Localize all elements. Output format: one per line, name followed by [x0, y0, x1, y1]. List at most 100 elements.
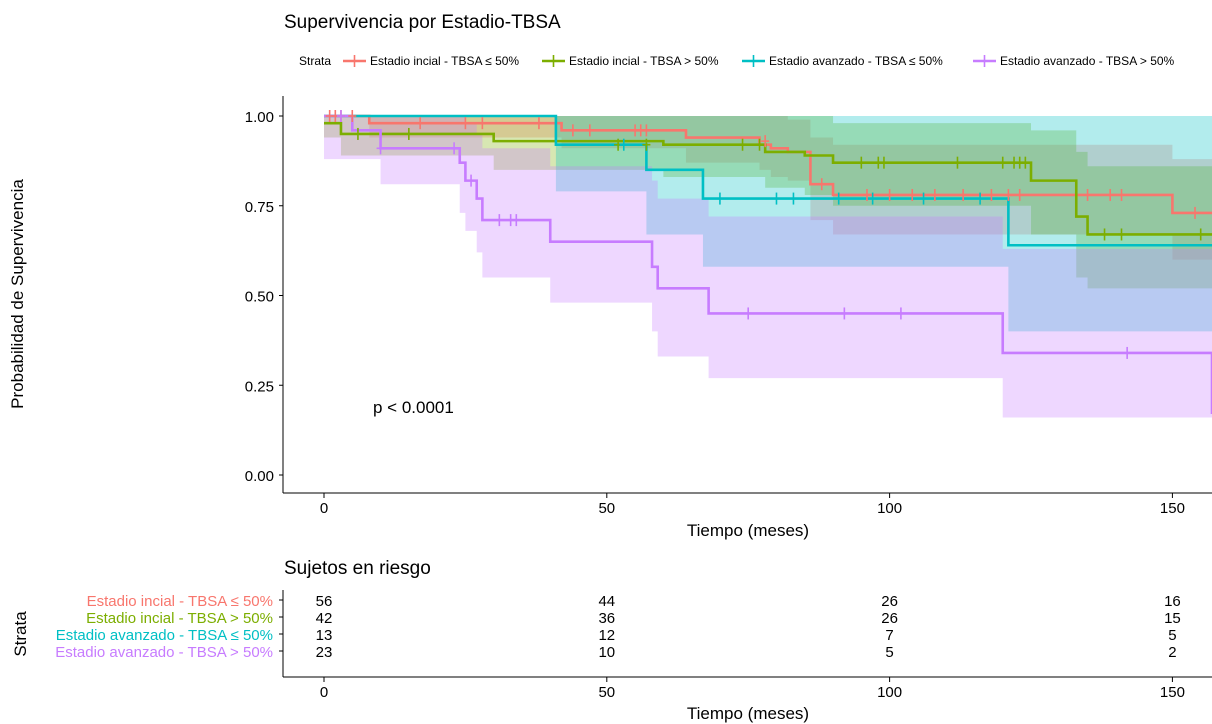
censor-mark: [834, 192, 843, 205]
censor-mark: [336, 110, 345, 122]
risk-row-label: Estadio incial - TBSA ≤ 50%: [87, 593, 273, 610]
censor-mark: [1015, 188, 1024, 201]
risk-x-tick-label: 0: [320, 684, 328, 701]
censor-mark: [478, 117, 487, 130]
censor-mark: [585, 124, 594, 137]
risk-row-estadio-incial-tbsa-50: Estadio incial - TBSA ≤ 50% 56 44 26 16: [87, 593, 1181, 610]
censor-mark: [998, 156, 1007, 169]
censor-mark: [512, 214, 521, 227]
legend-label: Estadio avanzado - TBSA > 50%: [1000, 54, 1175, 68]
censor-mark: [534, 117, 543, 130]
censor-mark: [1117, 188, 1126, 201]
risk-row-label: Estadio avanzado - TBSA ≤ 50%: [56, 627, 273, 644]
risk-table-title: Sujetos en riesgo: [284, 558, 431, 579]
censor-mark: [879, 156, 888, 169]
censor-mark: [908, 188, 917, 201]
legend-label: Estadio incial - TBSA ≤ 50%: [370, 54, 519, 68]
curve-series-2: [324, 121, 1212, 236]
censor-mark: [1021, 156, 1030, 169]
censor-mark: [416, 117, 425, 130]
x-tick-label: 0: [320, 500, 328, 517]
risk-row-label: Estadio avanzado - TBSA > 50%: [55, 644, 273, 661]
censor-mark: [862, 188, 871, 201]
x-tick-label: 150: [1160, 500, 1185, 517]
chart-title: Supervivencia por Estadio-TBSA: [284, 12, 561, 33]
censor-mark: [976, 192, 985, 205]
risk-count: 23: [316, 644, 333, 661]
ribbon-series-4: [324, 116, 1212, 418]
risk-row-estadio-avanzado-tbsa-50: Estadio avanzado - TBSA > 50% 23 10 5 2: [55, 644, 1176, 661]
risk-count: 13: [316, 627, 333, 644]
risk-row-estadio-avanzado-tbsa-50: Estadio avanzado - TBSA ≤ 50% 13 12 7 5: [56, 627, 1177, 644]
censor-mark: [857, 156, 866, 169]
censor-mark: [1123, 346, 1132, 359]
censor-mark: [744, 307, 753, 320]
risk-count: 56: [316, 593, 333, 610]
risk-count: 10: [598, 644, 615, 661]
risk-x-axis-ticks: 0 50 100 150: [320, 677, 1185, 701]
km-plot-panel: 0.00 0.25 0.50 0.75 1.00 0 50 100 150 Tiempo (m…: [8, 96, 1212, 540]
legend: Strata Estadio incial - TBSA ≤ 50% Estadio…: [299, 54, 1175, 68]
y-tick-label: 0.50: [245, 289, 274, 306]
risk-count: 26: [881, 593, 898, 610]
censor-mark: [1106, 188, 1115, 201]
censor-mark: [642, 138, 651, 151]
censor-marks: [325, 110, 1205, 359]
censor-mark: [738, 138, 747, 151]
confidence-ribbons: [324, 116, 1212, 418]
censor-mark: [376, 142, 385, 155]
y-tick-label: 0.25: [245, 378, 274, 395]
risk-x-tick-label: 100: [877, 684, 902, 701]
y-axis-label: Probabilidad de Supervivencia: [8, 179, 27, 409]
censor-mark: [1196, 228, 1205, 241]
ribbon-series-1: [324, 116, 1212, 260]
risk-count: 5: [885, 644, 893, 661]
censor-mark: [868, 192, 877, 205]
risk-table-panel: Sujetos en riesgo Estadio incial - TBSA …: [11, 558, 1212, 723]
legend-item-estadio-avanzado-tbsa-50: Estadio avanzado - TBSA > 50%: [973, 54, 1175, 68]
legend-title: Strata: [299, 54, 331, 68]
risk-count: 42: [316, 610, 333, 627]
x-tick-label: 100: [877, 500, 902, 517]
risk-count: 5: [1168, 627, 1176, 644]
ribbon-series-3: [324, 116, 1212, 332]
risk-count: 16: [1164, 593, 1181, 610]
censor-mark: [789, 192, 798, 205]
risk-count: 15: [1164, 610, 1181, 627]
risk-x-tick-label: 50: [598, 684, 615, 701]
censor-mark: [1191, 206, 1200, 219]
risk-x-axis-label: Tiempo (meses): [687, 704, 809, 723]
censor-mark: [959, 188, 968, 201]
censor-mark: [987, 188, 996, 201]
risk-count: 2: [1168, 644, 1176, 661]
censor-mark: [461, 117, 470, 130]
legend-label: Estadio avanzado - TBSA ≤ 50%: [769, 54, 943, 68]
censor-mark: [353, 127, 362, 140]
risk-y-axis-label: Strata: [11, 611, 30, 657]
risk-count: 7: [885, 627, 893, 644]
censor-mark: [772, 192, 781, 205]
y-tick-label: 1.00: [245, 109, 274, 126]
censor-mark: [1083, 188, 1092, 201]
censor-mark: [404, 127, 413, 140]
censor-mark: [467, 174, 476, 187]
censor-mark: [761, 135, 770, 148]
censor-mark: [642, 124, 651, 137]
censor-mark: [348, 110, 357, 122]
risk-row-label: Estadio incial - TBSA > 50%: [86, 610, 273, 627]
censor-mark: [755, 138, 764, 151]
y-axis-ticks: 0.00 0.25 0.50 0.75 1.00: [245, 109, 283, 485]
x-axis-ticks: 0 50 100 150: [320, 493, 1185, 517]
censor-mark: [1100, 228, 1109, 241]
survival-curves: [324, 114, 1212, 414]
p-value-annotation: p < 0.0001: [373, 398, 454, 417]
legend-item-estadio-incial-tbsa-50: Estadio incial - TBSA > 50%: [542, 54, 719, 68]
censor-mark: [1004, 188, 1013, 201]
legend-item-estadio-incial-tbsa-50: Estadio incial - TBSA ≤ 50%: [343, 54, 519, 68]
x-axis-label: Tiempo (meses): [687, 521, 809, 540]
risk-count: 26: [881, 610, 898, 627]
risk-count: 44: [598, 593, 615, 610]
curve-series-1: [324, 114, 1212, 215]
curve-series-3: [324, 114, 1212, 247]
